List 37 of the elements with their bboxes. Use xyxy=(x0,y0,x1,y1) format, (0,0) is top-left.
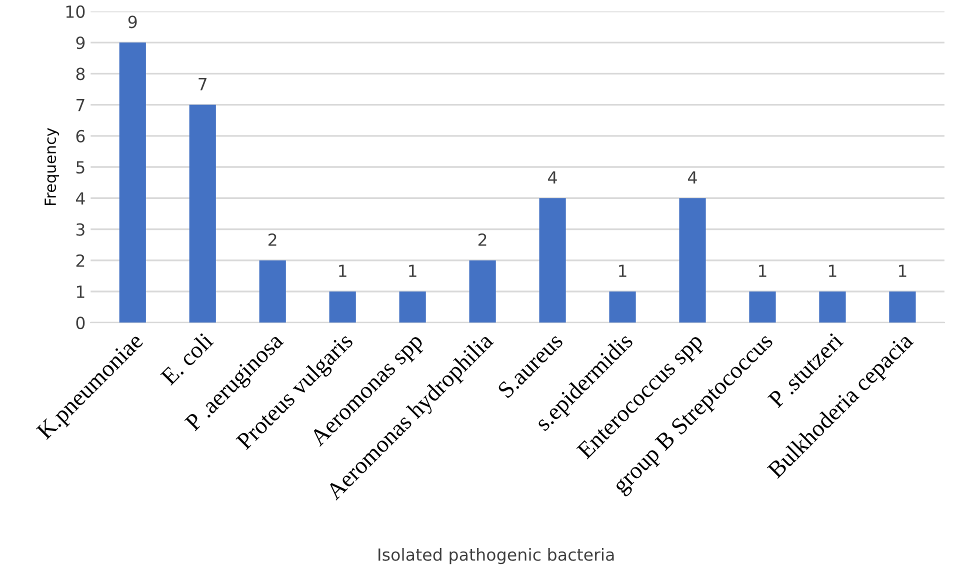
bar xyxy=(119,42,146,323)
data-label: 1 xyxy=(829,264,836,277)
y-tick-label: 10 xyxy=(66,5,85,18)
data-label: 2 xyxy=(268,233,276,246)
bar xyxy=(819,291,846,323)
y-tick-label: 3 xyxy=(76,223,84,236)
y-tick-label: 5 xyxy=(76,161,84,174)
data-label: 4 xyxy=(688,171,697,184)
bar xyxy=(469,260,496,323)
bar xyxy=(609,291,636,323)
data-label: 4 xyxy=(548,171,557,184)
data-label: 1 xyxy=(619,264,626,277)
bar xyxy=(189,104,216,323)
y-tick-label: 9 xyxy=(76,36,85,50)
data-label: 1 xyxy=(759,264,766,277)
y-tick-label: 8 xyxy=(76,68,85,80)
bar xyxy=(259,260,286,323)
y-tick-label: 4 xyxy=(76,192,85,204)
y-tick-label: 2 xyxy=(76,254,84,267)
data-label: 1 xyxy=(409,264,416,277)
data-label: 1 xyxy=(898,264,906,277)
data-label: 9 xyxy=(128,16,137,28)
y-tick-label: 0 xyxy=(76,316,85,330)
y-tick-label: 7 xyxy=(76,98,84,112)
y-tick-label: 1 xyxy=(76,286,84,298)
y-axis-title: Frequency xyxy=(44,128,60,205)
bar xyxy=(679,198,706,323)
bar xyxy=(399,291,426,323)
y-tick-label: 6 xyxy=(76,130,85,142)
bar xyxy=(329,291,356,323)
bar xyxy=(889,291,916,323)
x-axis-title: Isolated pathogenic bacteria xyxy=(378,548,614,564)
bar xyxy=(749,291,776,323)
bar xyxy=(539,198,566,323)
data-label: 7 xyxy=(198,78,206,90)
data-label: 1 xyxy=(339,264,346,277)
data-label: 2 xyxy=(478,233,486,246)
